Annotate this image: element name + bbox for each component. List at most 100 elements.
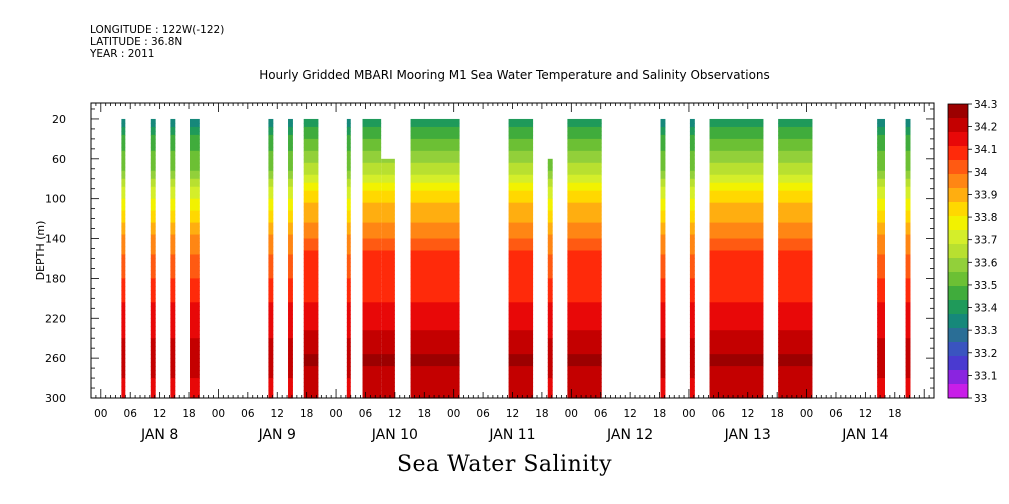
salinity-cell	[190, 166, 200, 172]
salinity-cell	[778, 262, 813, 268]
salinity-cell	[288, 142, 293, 148]
salinity-cell	[346, 126, 351, 132]
salinity-cell	[268, 318, 274, 323]
salinity-cell	[121, 234, 126, 240]
salinity-cell	[877, 170, 885, 176]
salinity-cell	[150, 326, 156, 331]
salinity-cell	[381, 202, 395, 208]
salinity-cell	[778, 366, 813, 371]
salinity-cell	[150, 290, 156, 295]
salinity-cell	[303, 134, 319, 140]
salinity-cell	[689, 202, 695, 208]
salinity-cell	[660, 158, 666, 164]
salinity-cell	[567, 182, 602, 188]
x-hour-tick-label: 18	[888, 408, 901, 420]
salinity-cell	[362, 314, 382, 319]
salinity-cell	[709, 214, 764, 220]
colorbar-label: 33.9	[974, 189, 997, 201]
salinity-cell	[150, 286, 156, 291]
salinity-cell	[508, 374, 534, 379]
salinity-cell	[381, 166, 395, 172]
salinity-cell	[288, 238, 293, 244]
salinity-cell	[346, 122, 351, 128]
salinity-cell	[190, 154, 200, 160]
salinity-cell	[303, 210, 319, 216]
salinity-cell	[121, 210, 126, 216]
salinity-cell	[410, 338, 460, 343]
salinity-cell	[660, 342, 666, 347]
salinity-cell	[660, 262, 666, 268]
salinity-cell	[689, 122, 695, 128]
salinity-cell	[150, 274, 156, 280]
salinity-cell	[362, 150, 382, 156]
salinity-cell	[508, 186, 534, 192]
salinity-cell	[268, 130, 274, 136]
salinity-cell	[288, 370, 293, 375]
salinity-cell	[303, 378, 319, 383]
data-column-9	[381, 158, 395, 399]
salinity-cell	[567, 202, 602, 208]
salinity-cell	[121, 338, 126, 343]
colorbar-label: 34	[974, 167, 988, 179]
salinity-cell	[170, 202, 176, 208]
salinity-cell	[121, 302, 126, 307]
salinity-cell	[170, 158, 176, 164]
salinity-cell	[508, 226, 534, 232]
salinity-cell	[905, 298, 911, 303]
salinity-cell	[121, 270, 126, 276]
salinity-cell	[190, 194, 200, 200]
salinity-cell	[410, 206, 460, 212]
salinity-cell	[508, 390, 534, 395]
salinity-cell	[567, 366, 602, 371]
salinity-cell	[170, 386, 176, 391]
salinity-cell	[410, 166, 460, 172]
salinity-cell	[689, 270, 695, 276]
salinity-cell	[778, 234, 813, 240]
salinity-cell	[381, 158, 395, 164]
salinity-cell	[778, 174, 813, 180]
salinity-cell	[288, 254, 293, 260]
salinity-cell	[288, 274, 293, 280]
salinity-cell	[660, 390, 666, 395]
salinity-cell	[288, 262, 293, 268]
salinity-cell	[905, 146, 911, 152]
salinity-cell	[346, 330, 351, 335]
salinity-cell	[190, 282, 200, 287]
salinity-cell	[190, 230, 200, 236]
salinity-cell	[689, 174, 695, 180]
salinity-cell	[190, 218, 200, 224]
salinity-cell	[567, 294, 602, 299]
salinity-cell	[268, 230, 274, 236]
salinity-cell	[170, 194, 176, 200]
salinity-cell	[877, 386, 885, 391]
salinity-cell	[508, 282, 534, 287]
salinity-cell	[303, 322, 319, 327]
salinity-cell	[268, 294, 274, 299]
salinity-cell	[689, 162, 695, 168]
salinity-cell	[508, 250, 534, 256]
salinity-cell	[170, 218, 176, 224]
salinity-cell	[150, 150, 156, 156]
salinity-cell	[567, 178, 602, 184]
salinity-cell	[288, 210, 293, 216]
salinity-cell	[362, 134, 382, 140]
salinity-cell	[709, 194, 764, 200]
salinity-cell	[121, 142, 126, 148]
salinity-cell	[288, 242, 293, 248]
salinity-cell	[567, 322, 602, 327]
salinity-cell	[288, 310, 293, 315]
salinity-cell	[150, 186, 156, 192]
year-label: YEAR : 2011	[90, 48, 155, 60]
salinity-cell	[121, 194, 126, 200]
x-hour-tick-label: 00	[682, 408, 695, 420]
salinity-cell	[170, 186, 176, 192]
salinity-cell	[362, 278, 382, 283]
salinity-cell	[547, 186, 553, 192]
salinity-cell	[150, 314, 156, 319]
salinity-cell	[381, 326, 395, 331]
salinity-cell	[268, 394, 274, 399]
salinity-cell	[547, 158, 553, 164]
salinity-cell	[121, 350, 126, 355]
salinity-cell	[121, 298, 126, 303]
salinity-cell	[362, 190, 382, 196]
